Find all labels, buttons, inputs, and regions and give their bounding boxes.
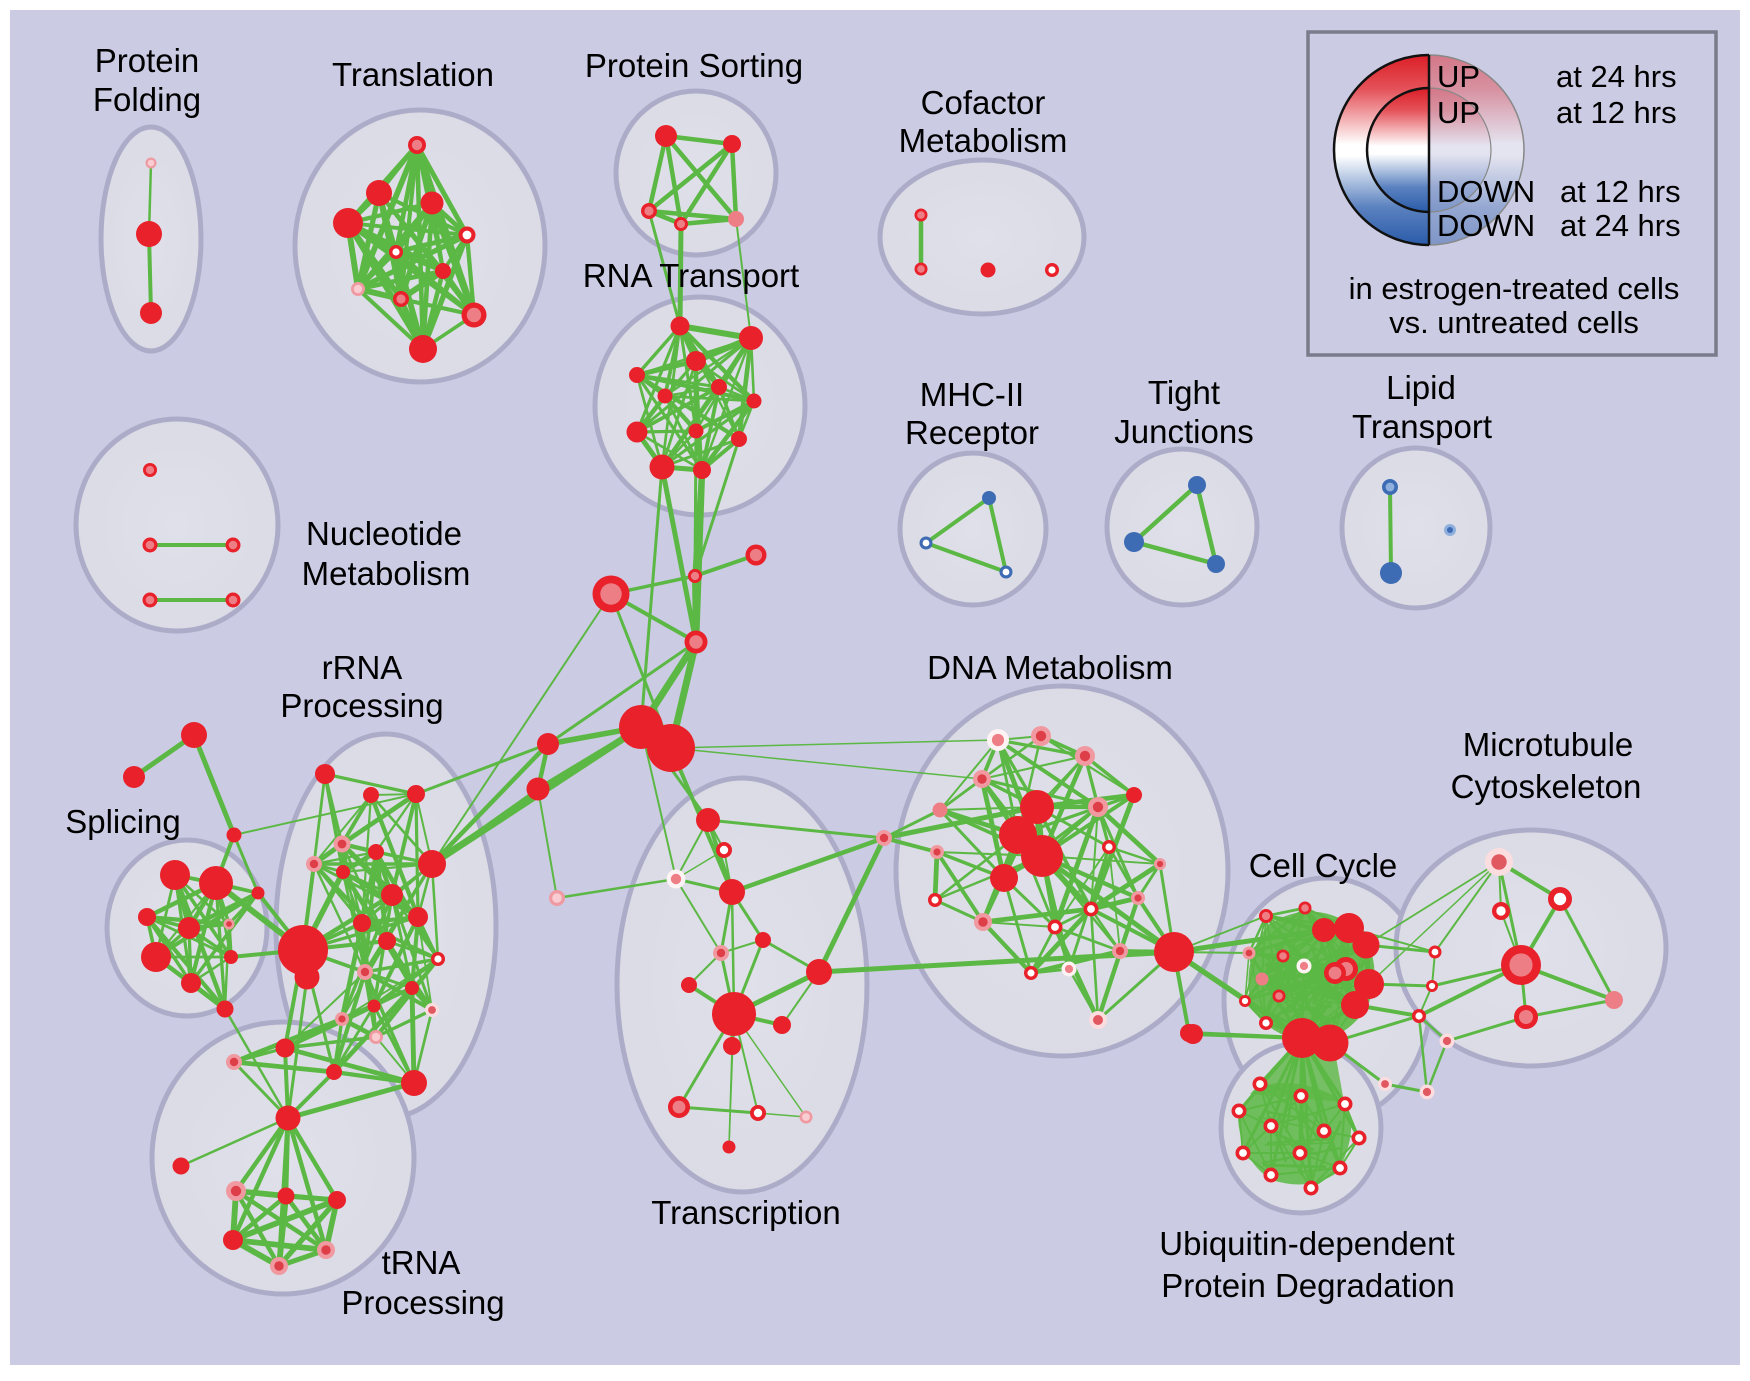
svg-text:Transcription: Transcription (651, 1194, 841, 1231)
svg-text:Receptor: Receptor (905, 414, 1039, 451)
svg-text:DNA Metabolism: DNA Metabolism (927, 649, 1173, 686)
svg-text:Splicing: Splicing (65, 803, 181, 840)
svg-text:Tight: Tight (1148, 374, 1220, 411)
svg-text:Metabolism: Metabolism (302, 555, 471, 592)
svg-text:at 24 hrs: at 24 hrs (1560, 208, 1681, 243)
svg-text:Lipid: Lipid (1386, 369, 1456, 406)
svg-text:at 12 hrs: at 12 hrs (1556, 95, 1677, 130)
svg-text:Translation: Translation (332, 56, 494, 93)
svg-text:Junctions: Junctions (1114, 413, 1253, 450)
svg-text:Nucleotide: Nucleotide (306, 515, 462, 552)
svg-text:in estrogen-treated cells: in estrogen-treated cells (1349, 271, 1680, 306)
svg-text:at 24 hrs: at 24 hrs (1556, 59, 1677, 94)
svg-text:Cell Cycle: Cell Cycle (1249, 847, 1398, 884)
svg-text:RNA Transport: RNA Transport (583, 257, 799, 294)
svg-text:Protein Sorting: Protein Sorting (585, 47, 803, 84)
svg-text:Protein: Protein (95, 42, 200, 79)
svg-text:Protein Degradation: Protein Degradation (1161, 1267, 1455, 1304)
svg-text:MHC-II: MHC-II (920, 376, 1024, 413)
svg-text:DOWN: DOWN (1437, 174, 1535, 209)
svg-text:rRNA: rRNA (322, 649, 403, 686)
svg-text:vs. untreated cells: vs. untreated cells (1389, 305, 1639, 340)
svg-text:Folding: Folding (93, 81, 201, 118)
svg-text:UP: UP (1437, 95, 1480, 130)
svg-text:at 12 hrs: at 12 hrs (1560, 174, 1681, 209)
svg-text:Cytoskeleton: Cytoskeleton (1451, 768, 1642, 805)
svg-text:Cofactor: Cofactor (921, 84, 1046, 121)
svg-text:Processing: Processing (341, 1284, 504, 1321)
svg-text:Ubiquitin-dependent: Ubiquitin-dependent (1159, 1225, 1454, 1262)
svg-text:Transport: Transport (1352, 408, 1492, 445)
svg-text:Metabolism: Metabolism (899, 122, 1068, 159)
svg-text:tRNA: tRNA (382, 1244, 461, 1281)
svg-text:Processing: Processing (280, 687, 443, 724)
svg-text:DOWN: DOWN (1437, 208, 1535, 243)
svg-text:Microtubule: Microtubule (1463, 726, 1634, 763)
svg-text:UP: UP (1437, 59, 1480, 94)
